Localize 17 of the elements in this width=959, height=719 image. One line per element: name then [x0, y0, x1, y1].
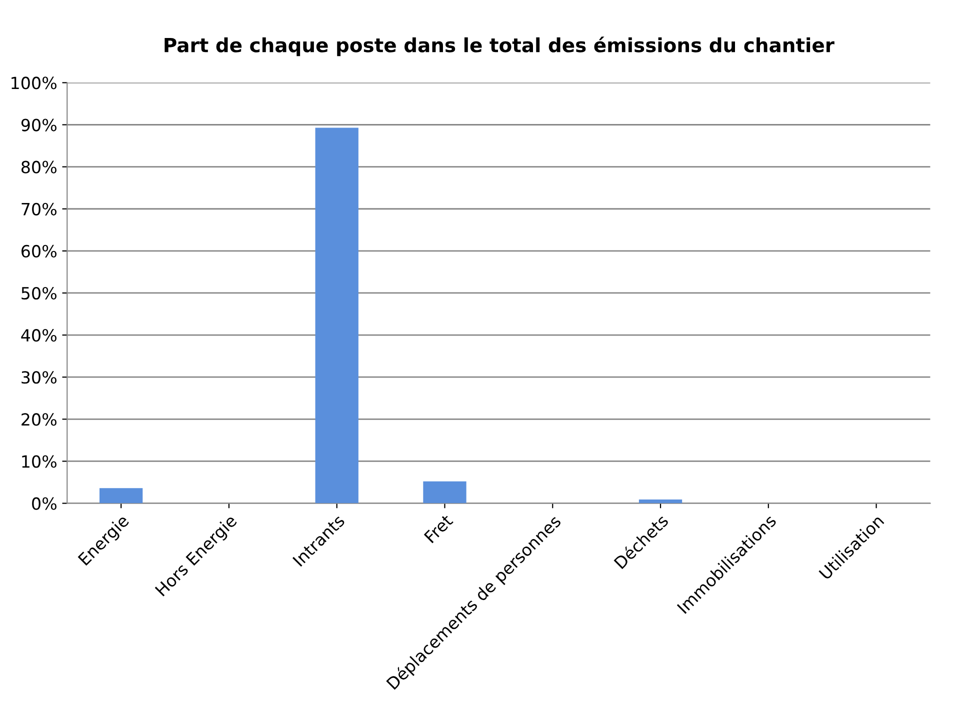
y-tick-label: 0% [32, 497, 56, 510]
y-tick-label: 60% [22, 244, 56, 258]
y-tick-label: 30% [22, 371, 56, 384]
y-tick-label: 20% [22, 413, 56, 426]
y-tick-label: 50% [22, 286, 56, 300]
y-tick-label: 80% [21, 160, 56, 174]
x-tick-label: Fret [424, 514, 454, 544]
bar [423, 481, 466, 504]
y-tick-label: 100% [12, 76, 56, 90]
chart-title: Part de chaque poste dans le total des émissions du chantier [164, 36, 834, 56]
bar [99, 488, 143, 504]
bar [638, 500, 682, 504]
bar [315, 128, 358, 504]
y-tick-label: 90% [21, 118, 56, 132]
y-tick-label: 10% [22, 455, 56, 468]
y-tick-label: 40% [21, 329, 56, 342]
y-tick-label: 70% [22, 202, 56, 216]
